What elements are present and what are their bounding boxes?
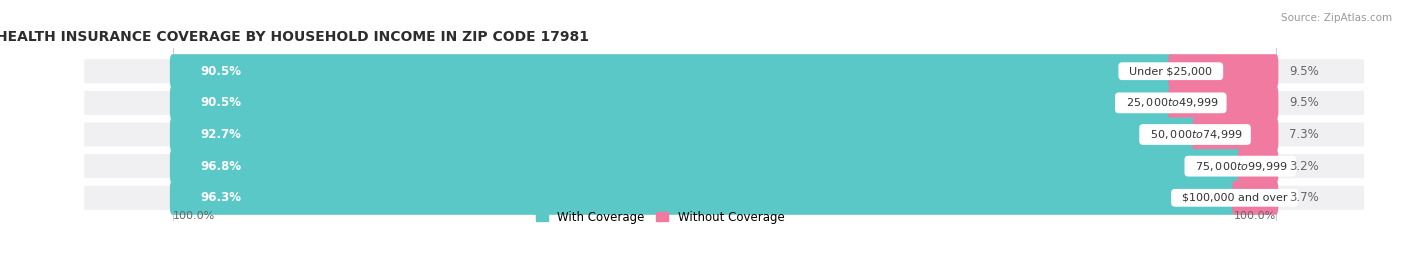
- FancyBboxPatch shape: [1168, 86, 1278, 120]
- FancyBboxPatch shape: [84, 186, 1364, 210]
- Text: 3.7%: 3.7%: [1289, 191, 1319, 204]
- Text: Under $25,000: Under $25,000: [1122, 66, 1219, 76]
- FancyBboxPatch shape: [1192, 118, 1278, 151]
- FancyBboxPatch shape: [170, 118, 1278, 151]
- FancyBboxPatch shape: [170, 149, 1243, 183]
- Text: 100.0%: 100.0%: [1233, 211, 1275, 221]
- Text: 90.5%: 90.5%: [200, 96, 242, 109]
- FancyBboxPatch shape: [170, 86, 1174, 120]
- Text: Source: ZipAtlas.com: Source: ZipAtlas.com: [1281, 13, 1392, 23]
- FancyBboxPatch shape: [170, 149, 1278, 183]
- Legend: With Coverage, Without Coverage: With Coverage, Without Coverage: [531, 206, 789, 228]
- FancyBboxPatch shape: [1168, 54, 1278, 88]
- Text: $75,000 to $99,999: $75,000 to $99,999: [1188, 160, 1292, 173]
- FancyBboxPatch shape: [170, 118, 1198, 151]
- FancyBboxPatch shape: [84, 59, 1364, 83]
- Text: 3.2%: 3.2%: [1289, 160, 1319, 173]
- Text: 92.7%: 92.7%: [200, 128, 240, 141]
- FancyBboxPatch shape: [1232, 181, 1278, 215]
- FancyBboxPatch shape: [170, 54, 1174, 88]
- FancyBboxPatch shape: [1237, 149, 1278, 183]
- Text: 9.5%: 9.5%: [1289, 65, 1319, 78]
- FancyBboxPatch shape: [170, 181, 1278, 215]
- Text: HEALTH INSURANCE COVERAGE BY HOUSEHOLD INCOME IN ZIP CODE 17981: HEALTH INSURANCE COVERAGE BY HOUSEHOLD I…: [0, 30, 589, 44]
- Text: $50,000 to $74,999: $50,000 to $74,999: [1143, 128, 1247, 141]
- FancyBboxPatch shape: [84, 154, 1364, 178]
- Text: 100.0%: 100.0%: [173, 211, 215, 221]
- Text: 7.3%: 7.3%: [1289, 128, 1319, 141]
- Text: 90.5%: 90.5%: [200, 65, 242, 78]
- FancyBboxPatch shape: [170, 181, 1237, 215]
- Text: 96.8%: 96.8%: [200, 160, 242, 173]
- FancyBboxPatch shape: [84, 91, 1364, 115]
- Text: $25,000 to $49,999: $25,000 to $49,999: [1119, 96, 1223, 109]
- Text: $100,000 and over: $100,000 and over: [1175, 193, 1295, 203]
- FancyBboxPatch shape: [84, 122, 1364, 147]
- Text: 9.5%: 9.5%: [1289, 96, 1319, 109]
- FancyBboxPatch shape: [170, 54, 1278, 88]
- Text: 96.3%: 96.3%: [200, 191, 242, 204]
- FancyBboxPatch shape: [170, 86, 1278, 120]
